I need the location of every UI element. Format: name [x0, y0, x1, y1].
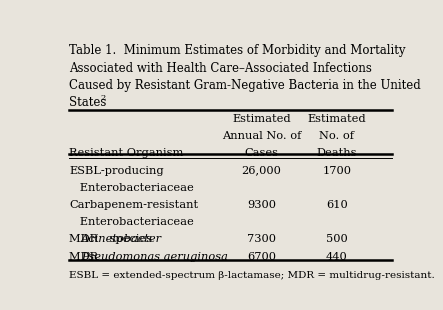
- Text: Estimated: Estimated: [307, 114, 366, 124]
- Text: Deaths: Deaths: [317, 148, 357, 158]
- Text: Enterobacteriaceae: Enterobacteriaceae: [69, 183, 194, 193]
- Text: 440: 440: [326, 251, 348, 262]
- Text: 26,000: 26,000: [241, 166, 281, 176]
- Text: 1700: 1700: [323, 166, 351, 176]
- Text: Acinetobacter: Acinetobacter: [81, 234, 162, 244]
- Text: No. of: No. of: [319, 131, 354, 141]
- Text: MDR: MDR: [69, 251, 102, 262]
- Text: States: States: [69, 96, 106, 109]
- Text: ESBL = extended-spectrum β-lactamase; MDR = multidrug-resistant.: ESBL = extended-spectrum β-lactamase; MD…: [69, 271, 435, 280]
- Text: Caused by Resistant Gram-Negative Bacteria in the United: Caused by Resistant Gram-Negative Bacter…: [69, 79, 421, 92]
- Text: species: species: [105, 234, 152, 244]
- Text: 9300: 9300: [247, 200, 276, 210]
- Text: Cases: Cases: [245, 148, 278, 158]
- Text: 6700: 6700: [247, 251, 276, 262]
- Text: Pseudomonas aeruginosa: Pseudomonas aeruginosa: [81, 251, 228, 262]
- Text: MDR: MDR: [69, 234, 102, 244]
- Text: 500: 500: [326, 234, 348, 244]
- Text: Associated with Health Care–Associated Infections: Associated with Health Care–Associated I…: [69, 62, 372, 74]
- Text: ESBL-producing: ESBL-producing: [69, 166, 164, 176]
- Text: 610: 610: [326, 200, 348, 210]
- Text: Table 1.  Minimum Estimates of Morbidity and Mortality: Table 1. Minimum Estimates of Morbidity …: [69, 44, 406, 57]
- Text: 2: 2: [101, 94, 105, 102]
- Text: Resistant Organism: Resistant Organism: [69, 148, 183, 158]
- Text: Carbapenem-resistant: Carbapenem-resistant: [69, 200, 198, 210]
- Text: Estimated: Estimated: [232, 114, 291, 124]
- Text: Annual No. of: Annual No. of: [222, 131, 301, 141]
- Text: 7300: 7300: [247, 234, 276, 244]
- Text: Enterobacteriaceae: Enterobacteriaceae: [69, 217, 194, 227]
